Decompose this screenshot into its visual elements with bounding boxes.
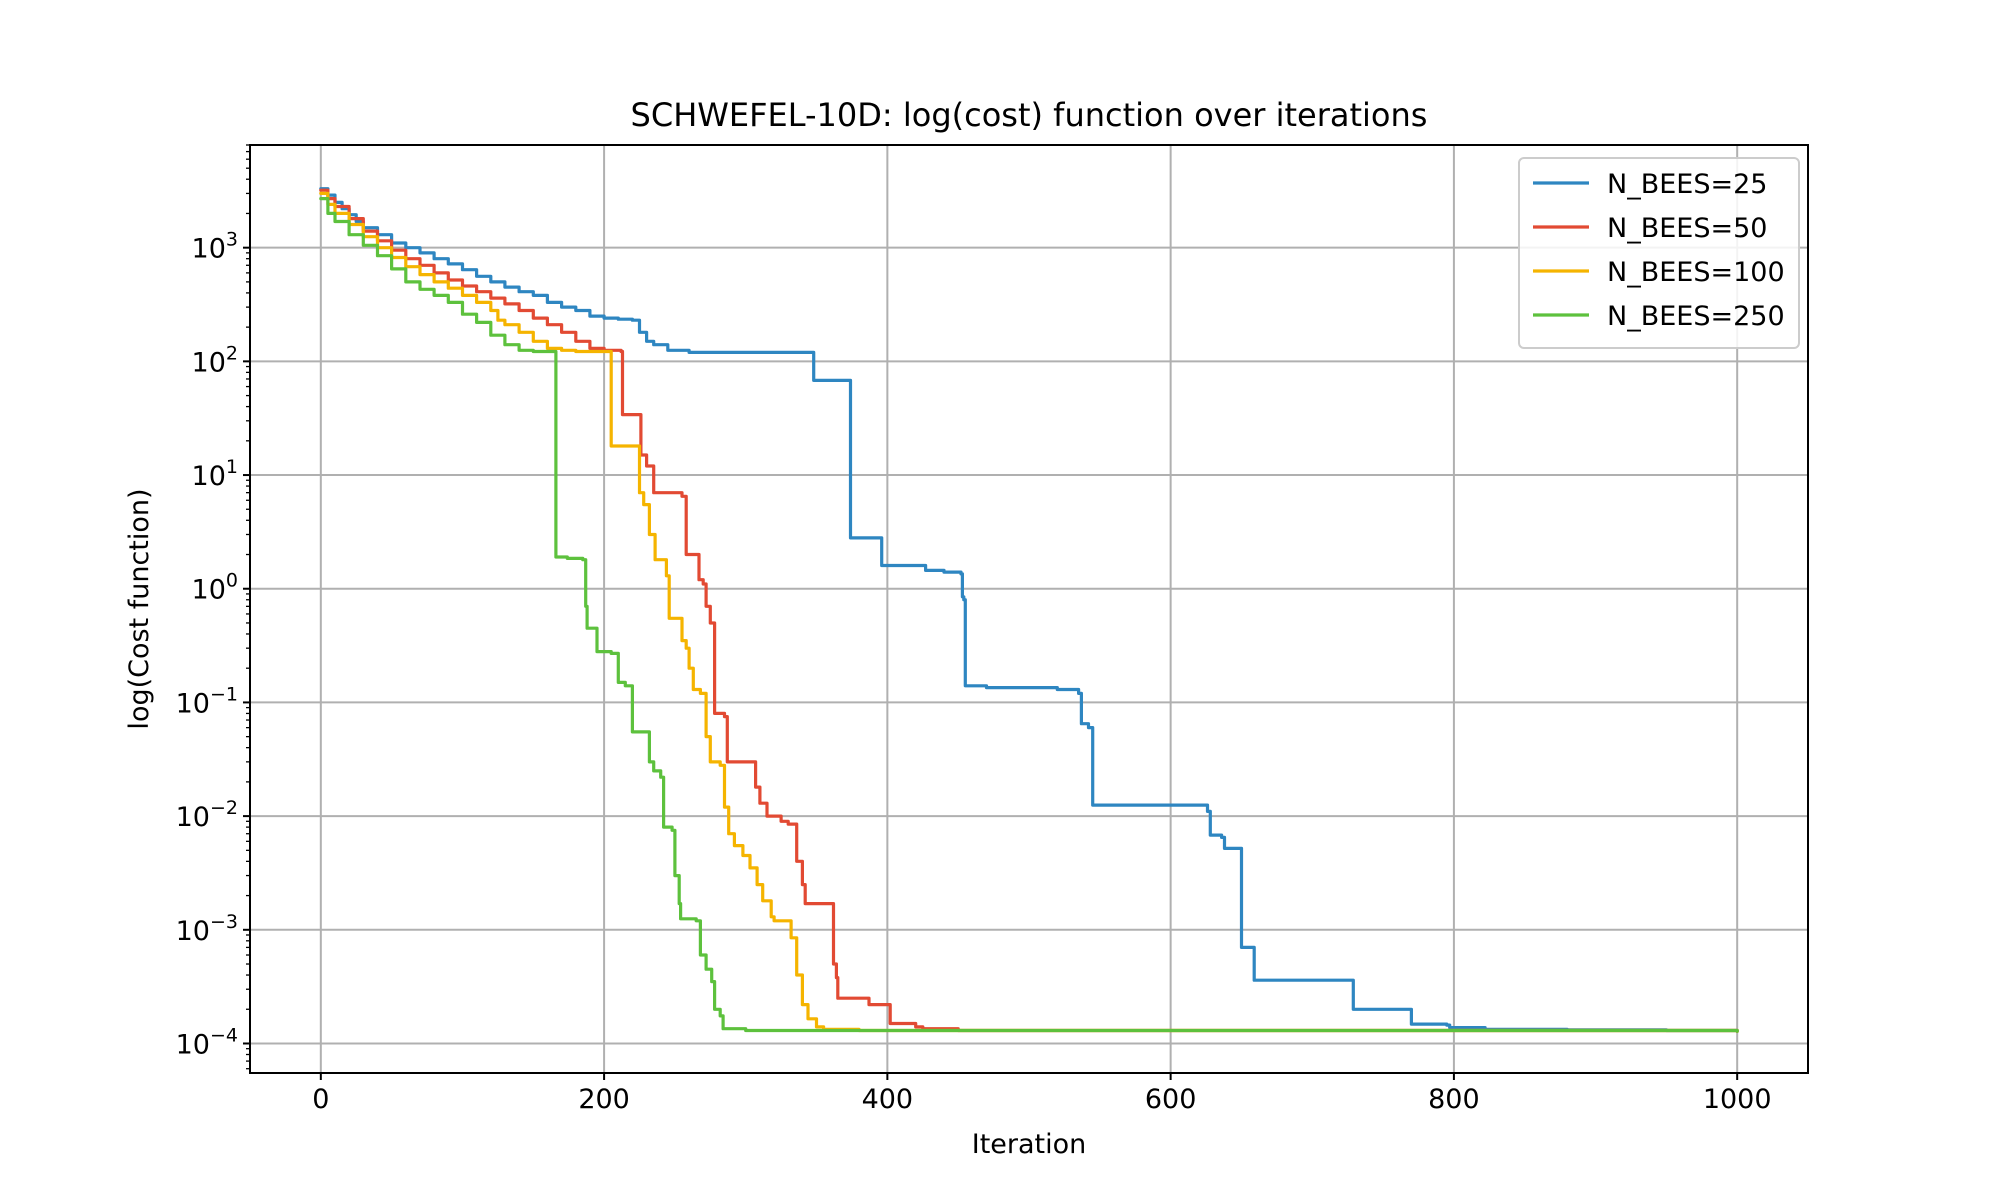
y-tick-base: 10 (192, 347, 226, 378)
x-tick-label: 400 (862, 1084, 914, 1115)
x-tick-label: 0 (312, 1084, 329, 1115)
legend-frame (1518, 157, 1800, 349)
series-line-n-bees-250 (319, 197, 1739, 1033)
y-tick-exponent: −4 (210, 1024, 238, 1046)
y-tick-base: 10 (176, 688, 210, 719)
y-tick-exponent: 2 (226, 342, 238, 364)
x-axis: 0 200 400 600 800 1000 (312, 1073, 1772, 1115)
chart-title: SCHWEFEL-10D: log(cost) function over it… (631, 96, 1428, 134)
legend-label: N_BEES=250 (1607, 301, 1785, 332)
series-lines (319, 187, 1739, 1033)
y-tick-exponent: −2 (210, 797, 238, 819)
legend-label: N_BEES=100 (1607, 257, 1785, 288)
legend-entry: N_BEES=250 (1533, 301, 1785, 332)
y-tick-exponent: 0 (226, 570, 238, 592)
y-tick-base: 10 (176, 1029, 210, 1060)
legend-entry: N_BEES=25 (1533, 169, 1767, 200)
y-tick-label: 101 (192, 456, 238, 492)
x-tick-label: 600 (1145, 1084, 1197, 1115)
legend: N_BEES=25 N_BEES=50 N_BEES=100 N_BEES=250 (1518, 157, 1800, 349)
legend-label: N_BEES=50 (1607, 213, 1767, 244)
y-tick-label: 10−4 (176, 1024, 238, 1060)
legend-entry: N_BEES=100 (1533, 257, 1785, 288)
y-tick-exponent: −1 (210, 683, 238, 705)
y-tick-label: 103 (192, 229, 238, 265)
y-tick-base: 10 (176, 802, 210, 833)
x-tick-label: 200 (578, 1084, 630, 1115)
y-tick-exponent: 3 (226, 229, 238, 251)
series-line-n-bees-100 (319, 191, 1739, 1033)
legend-label: N_BEES=25 (1607, 169, 1767, 200)
y-axis-label: log(Cost function) (124, 488, 155, 729)
plot-area-frame (249, 144, 1809, 1074)
y-tick-base: 10 (192, 461, 226, 492)
series-line-n-bees-50 (319, 188, 1739, 1033)
y-tick-label: 10−2 (176, 797, 238, 833)
y-tick-base: 10 (192, 575, 226, 606)
y-tick-label: 100 (192, 570, 238, 606)
y-tick-exponent: 1 (226, 456, 238, 478)
series-line-n-bees-25 (319, 187, 1739, 1033)
x-axis-label: Iteration (972, 1129, 1087, 1160)
x-tick-label: 1000 (1703, 1084, 1772, 1115)
y-tick-base: 10 (192, 234, 226, 265)
y-tick-label: 10−1 (176, 683, 238, 719)
y-tick-base: 10 (176, 916, 210, 947)
y-tick-label: 102 (192, 342, 238, 378)
legend-entry: N_BEES=50 (1533, 213, 1767, 244)
y-tick-exponent: −3 (210, 911, 238, 933)
x-tick-label: 800 (1428, 1084, 1480, 1115)
y-tick-label: 10−3 (176, 911, 238, 947)
